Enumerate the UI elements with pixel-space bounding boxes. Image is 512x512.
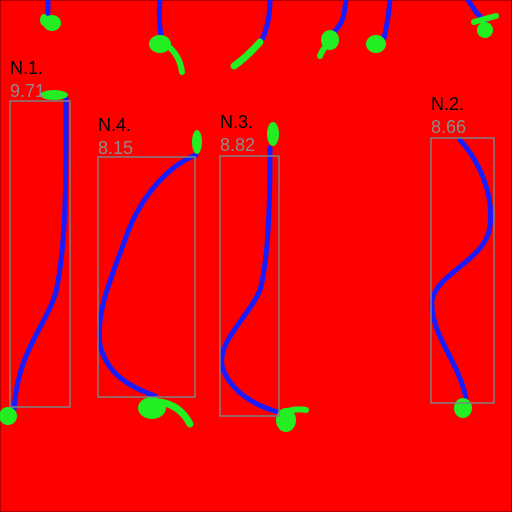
bbox-n1: [9, 100, 71, 408]
root-label-id-n2: N.2.: [431, 94, 465, 114]
seedling-n2: [429, 137, 495, 418]
seedling-base-n1: [0, 407, 17, 425]
top-seedlings: [40, 0, 499, 75]
root-trace-n2: [429, 137, 494, 401]
root-label-value-n4: 8.15: [98, 138, 134, 158]
bbox-n4: [97, 156, 196, 398]
root-label-id-n4: N.4.: [98, 115, 132, 135]
root-label-id-n1: N.1.: [10, 58, 44, 78]
seedling-base-n3: [276, 408, 296, 432]
seedling-base-n2: [454, 398, 472, 418]
root-label-value-n3: 8.82: [220, 135, 256, 155]
root-trace-n3: [219, 145, 281, 415]
root-label-id-n3: N.3.: [220, 112, 254, 132]
seed-n3: [267, 122, 279, 146]
seedling-n4: [96, 130, 202, 428]
seed-n1: [40, 90, 68, 100]
bbox-n3: [219, 155, 280, 417]
root-trace-n4: [96, 152, 199, 399]
root-label-value-n2: 8.66: [431, 117, 467, 137]
seedling-n1: [0, 90, 71, 425]
root-trace-n1: [11, 95, 69, 413]
seed-n4: [192, 130, 202, 154]
bbox-n2: [430, 137, 495, 404]
seedling-n3: [219, 122, 309, 432]
root-label-value-n1: 9.71: [10, 81, 46, 101]
